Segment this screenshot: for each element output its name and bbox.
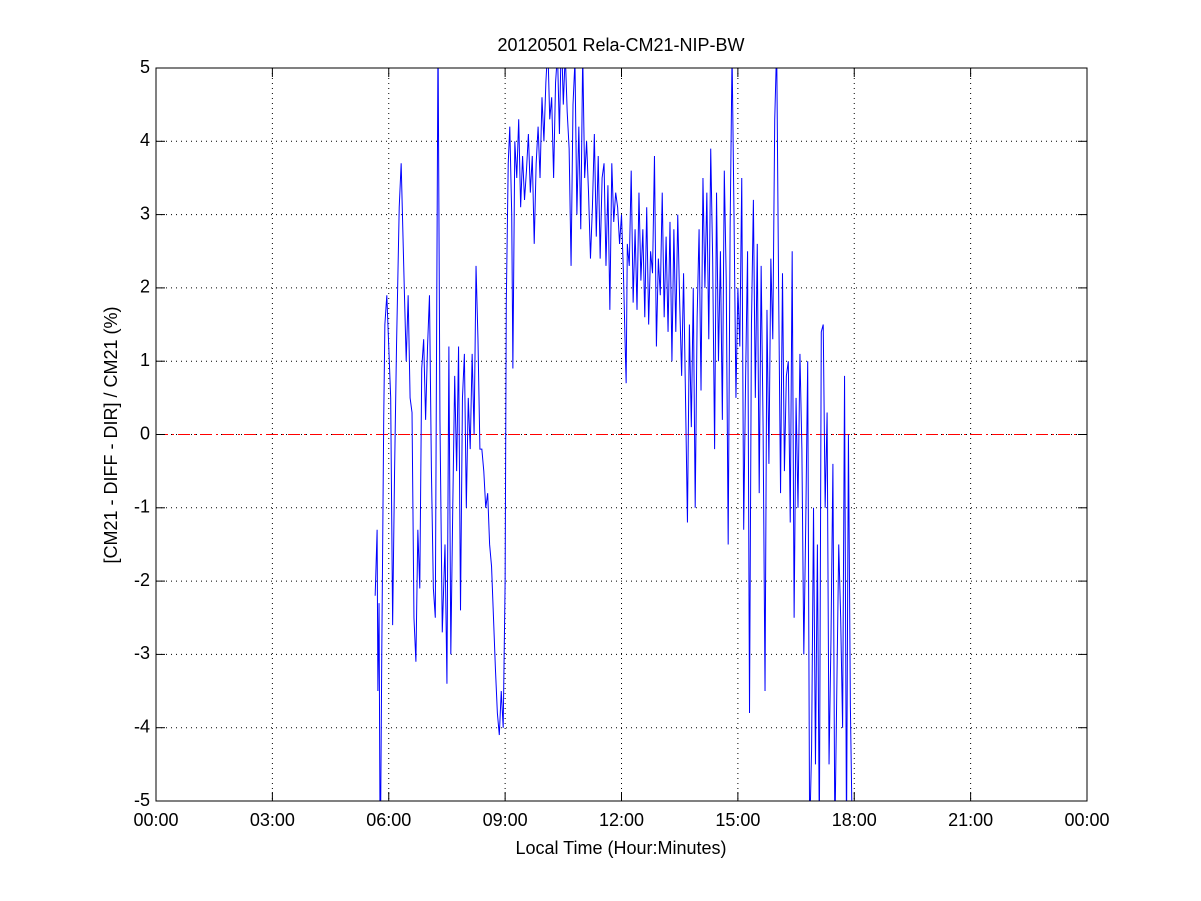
- x-tick-label: 06:00: [366, 810, 411, 830]
- x-tick-label: 03:00: [250, 810, 295, 830]
- data-line: [374, 68, 853, 801]
- y-tick-label: -1: [134, 497, 150, 517]
- plot-content: [156, 68, 1087, 801]
- x-tick-label: 12:00: [599, 810, 644, 830]
- chart-title: 20120501 Rela-CM21-NIP-BW: [497, 35, 744, 55]
- x-tick-label: 00:00: [1064, 810, 1109, 830]
- y-tick-label: 5: [140, 57, 150, 77]
- y-tick-label: 0: [140, 423, 150, 443]
- x-axis-label: Local Time (Hour:Minutes): [515, 838, 726, 858]
- y-tick-label: 1: [140, 350, 150, 370]
- x-tick-label: 21:00: [948, 810, 993, 830]
- y-tick-label: 4: [140, 130, 150, 150]
- x-tick-label: 18:00: [832, 810, 877, 830]
- y-tick-label: -5: [134, 790, 150, 810]
- y-tick-label: 3: [140, 203, 150, 223]
- y-tick-label: -4: [134, 716, 150, 736]
- y-tick-label: -2: [134, 570, 150, 590]
- x-tick-label: 09:00: [483, 810, 528, 830]
- ticks: 00:00 03:00 06:00 09:00 12:00 15:00 18:00 21:00…: [133, 57, 1109, 830]
- x-tick-label: 00:00: [133, 810, 178, 830]
- y-tick-label: -3: [134, 643, 150, 663]
- y-axis-label: [CM21 - DIFF - DIR] / CM21 (%): [101, 306, 121, 563]
- y-tick-label: 2: [140, 277, 150, 297]
- x-tick-label: 15:00: [715, 810, 760, 830]
